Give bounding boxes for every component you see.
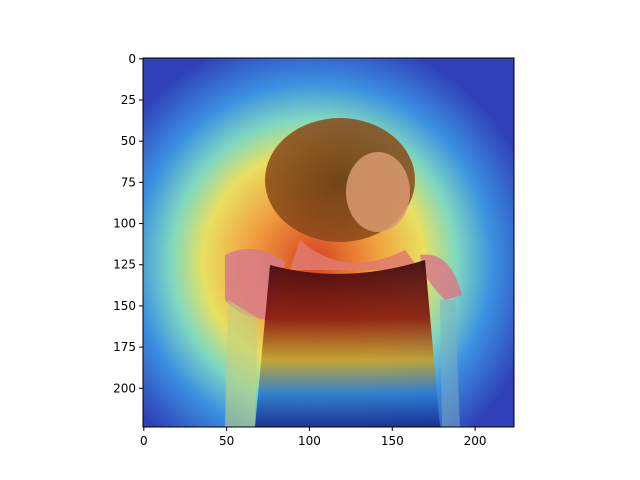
y-tick-label: 25 [121, 93, 136, 107]
y-axis: 0 25 50 75 100 125 150 175 200 [113, 52, 143, 395]
y-tick-label: 200 [113, 381, 136, 395]
y-tick-label: 175 [113, 340, 136, 354]
x-tick-label: 0 [140, 434, 148, 448]
y-tick-label: 150 [113, 299, 136, 313]
x-axis: 0 50 100 150 200 [140, 427, 487, 448]
y-tick-label: 125 [113, 258, 136, 272]
heatmap-image [143, 58, 514, 427]
x-tick-label: 150 [381, 434, 404, 448]
x-tick-label: 50 [219, 434, 234, 448]
x-tick-label: 200 [464, 434, 487, 448]
plot-frame [142, 57, 515, 428]
y-tick-label: 0 [128, 52, 136, 66]
y-tick-label: 75 [121, 175, 136, 189]
y-tick-label: 50 [121, 134, 136, 148]
y-tick-label: 100 [113, 217, 136, 231]
x-tick-label: 100 [298, 434, 321, 448]
